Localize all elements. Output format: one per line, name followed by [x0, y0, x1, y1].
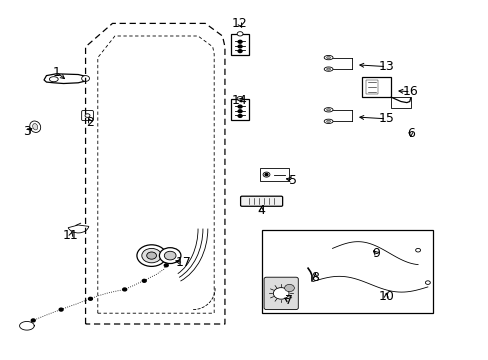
FancyBboxPatch shape [81, 111, 93, 121]
Bar [261, 230, 432, 313]
Circle shape [237, 32, 243, 36]
Circle shape [142, 248, 161, 263]
Circle shape [237, 96, 243, 101]
Ellipse shape [324, 55, 332, 60]
Circle shape [238, 40, 242, 43]
Circle shape [88, 297, 92, 300]
Circle shape [122, 288, 126, 291]
Text: 7: 7 [284, 294, 292, 307]
Text: 8: 8 [311, 271, 319, 284]
Circle shape [238, 45, 242, 48]
Circle shape [415, 248, 420, 252]
Text: 17: 17 [175, 256, 191, 269]
Text: 11: 11 [63, 229, 79, 242]
Circle shape [137, 245, 166, 266]
Circle shape [425, 281, 429, 284]
Bar [361, 77, 390, 97]
Ellipse shape [49, 77, 58, 82]
Circle shape [264, 174, 267, 176]
Circle shape [238, 114, 242, 117]
Circle shape [273, 288, 288, 299]
Circle shape [31, 319, 35, 322]
Circle shape [238, 110, 242, 113]
Bar [365, 80, 377, 94]
Bar [230, 99, 249, 120]
Ellipse shape [324, 108, 332, 112]
FancyBboxPatch shape [264, 277, 298, 310]
Circle shape [146, 252, 156, 259]
Text: 10: 10 [378, 291, 393, 303]
Circle shape [142, 279, 146, 282]
Circle shape [164, 264, 168, 267]
Circle shape [164, 251, 176, 260]
Text: 13: 13 [378, 60, 393, 73]
Ellipse shape [326, 57, 330, 59]
Ellipse shape [326, 68, 330, 70]
Text: 5: 5 [289, 174, 297, 186]
Bar [230, 34, 249, 55]
Text: 15: 15 [378, 112, 393, 125]
Text: 4: 4 [257, 204, 265, 217]
Circle shape [81, 76, 89, 81]
Circle shape [159, 248, 181, 264]
FancyBboxPatch shape [260, 168, 288, 181]
FancyBboxPatch shape [240, 196, 282, 206]
Text: 6: 6 [406, 127, 414, 140]
Text: 9: 9 [372, 247, 380, 260]
Text: 1: 1 [52, 66, 60, 78]
Circle shape [263, 172, 269, 177]
Circle shape [238, 50, 242, 53]
Circle shape [238, 105, 242, 108]
Circle shape [59, 308, 63, 311]
Polygon shape [44, 74, 87, 84]
Ellipse shape [326, 109, 330, 111]
Ellipse shape [33, 123, 38, 130]
Circle shape [284, 284, 294, 292]
Text: 16: 16 [402, 85, 418, 98]
Text: 3: 3 [23, 125, 31, 138]
Bar [390, 97, 410, 108]
Circle shape [85, 114, 90, 117]
Text: 12: 12 [231, 17, 247, 30]
Ellipse shape [324, 119, 332, 123]
Ellipse shape [30, 121, 41, 132]
Text: 2: 2 [86, 116, 94, 129]
Wedge shape [68, 225, 89, 233]
Text: 14: 14 [231, 94, 247, 107]
Ellipse shape [324, 67, 332, 71]
Ellipse shape [326, 120, 330, 122]
